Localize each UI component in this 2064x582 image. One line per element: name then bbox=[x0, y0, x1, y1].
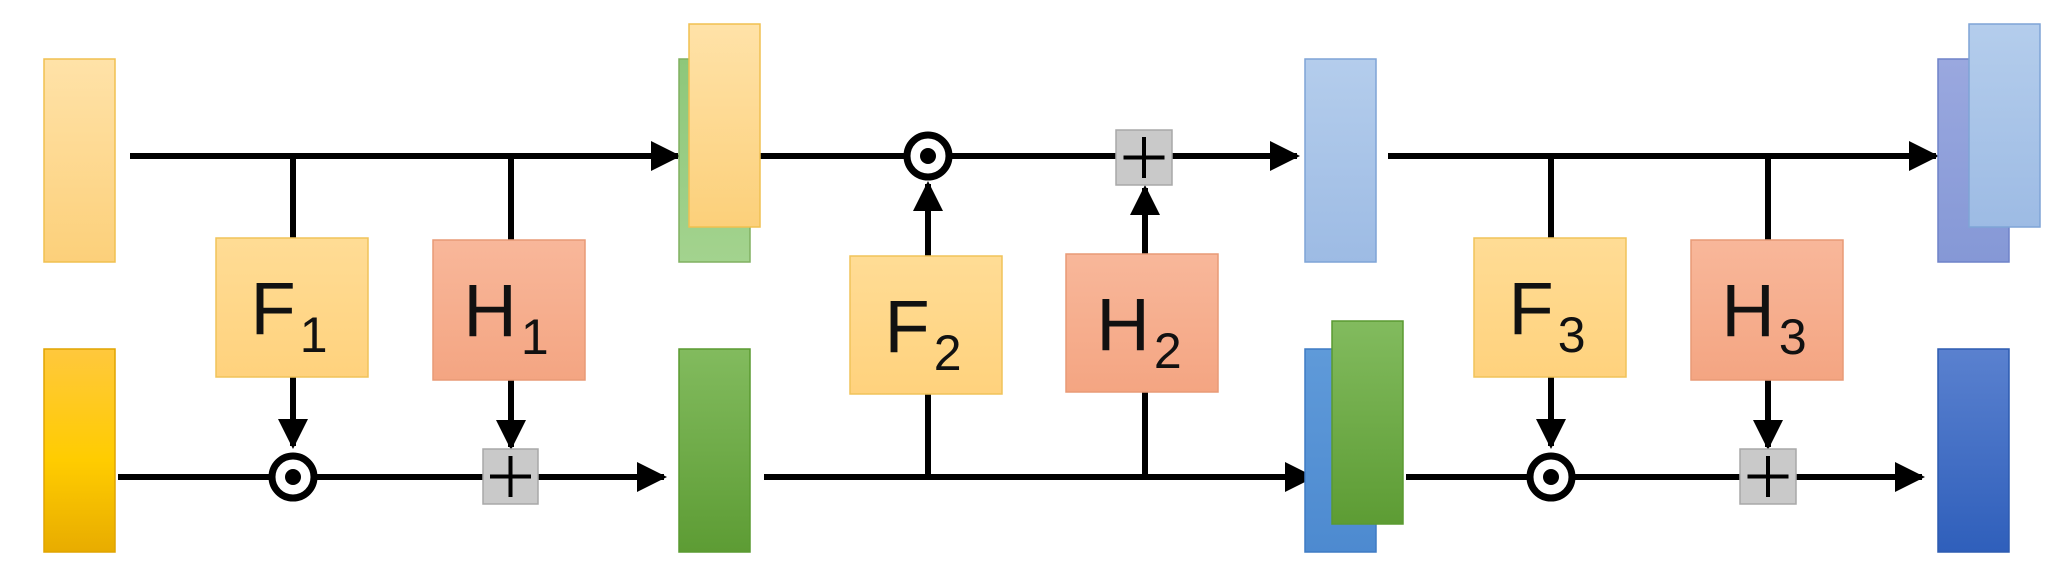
plus-icon bbox=[1123, 137, 1165, 178]
multiply-dot-icon bbox=[920, 148, 936, 164]
block-h3-box bbox=[1690, 239, 1844, 381]
block-f1-label: F1 bbox=[250, 267, 327, 363]
block-h3-label: H3 bbox=[1721, 269, 1806, 365]
block-h1-label: H1 bbox=[463, 269, 548, 365]
block-h1-box bbox=[432, 239, 586, 381]
block-f2: F2 bbox=[849, 255, 1003, 395]
tensor-x1-input bbox=[43, 58, 116, 263]
tensor-stage1-bottom bbox=[678, 348, 751, 553]
multiply-dot-icon bbox=[285, 469, 301, 485]
block-f3-box bbox=[1473, 237, 1627, 378]
stage2-branches bbox=[913, 181, 1160, 477]
block-f2-box bbox=[849, 255, 1003, 395]
block-h2-label: H2 bbox=[1096, 283, 1181, 379]
tensor-stage2-top bbox=[1304, 58, 1377, 263]
block-f1: F1 bbox=[215, 237, 369, 378]
multiply-operator-3 bbox=[1526, 452, 1576, 502]
multiply-operator-2 bbox=[903, 131, 953, 181]
stage3-branches bbox=[1536, 156, 1783, 450]
multiply-operator-1 bbox=[268, 452, 318, 502]
block-f1-box bbox=[215, 237, 369, 378]
block-h2: H2 bbox=[1065, 253, 1219, 393]
tensor-stage2-bottom-front bbox=[1331, 320, 1404, 525]
block-h3: H3 bbox=[1690, 239, 1844, 381]
plus-icon bbox=[1747, 456, 1789, 497]
tensor-x2-input bbox=[43, 348, 116, 553]
block-f3-label: F3 bbox=[1508, 267, 1585, 363]
tensor-stage1-top-front bbox=[688, 23, 761, 228]
add-operator-3 bbox=[1739, 448, 1797, 505]
plus-icon bbox=[490, 456, 531, 497]
block-f3: F3 bbox=[1473, 237, 1627, 378]
block-h1: H1 bbox=[432, 239, 586, 381]
stage1-branches bbox=[278, 156, 526, 450]
block-h2-box bbox=[1065, 253, 1219, 393]
add-operator-2 bbox=[1115, 129, 1173, 186]
add-operator-1 bbox=[482, 448, 539, 505]
multiply-dot-icon bbox=[1543, 469, 1559, 485]
tensor-output-bottom bbox=[1937, 348, 2010, 553]
block-f2-label: F2 bbox=[884, 285, 961, 381]
tensor-output-top-front bbox=[1968, 23, 2041, 228]
